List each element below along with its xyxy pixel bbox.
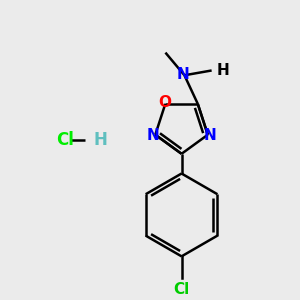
Text: N: N bbox=[147, 128, 160, 143]
Text: Cl: Cl bbox=[56, 131, 74, 149]
Text: H: H bbox=[217, 63, 229, 78]
Text: Cl: Cl bbox=[173, 282, 190, 297]
Text: N: N bbox=[177, 67, 190, 82]
Text: O: O bbox=[158, 95, 171, 110]
Text: H: H bbox=[94, 131, 108, 149]
Text: N: N bbox=[203, 128, 216, 143]
